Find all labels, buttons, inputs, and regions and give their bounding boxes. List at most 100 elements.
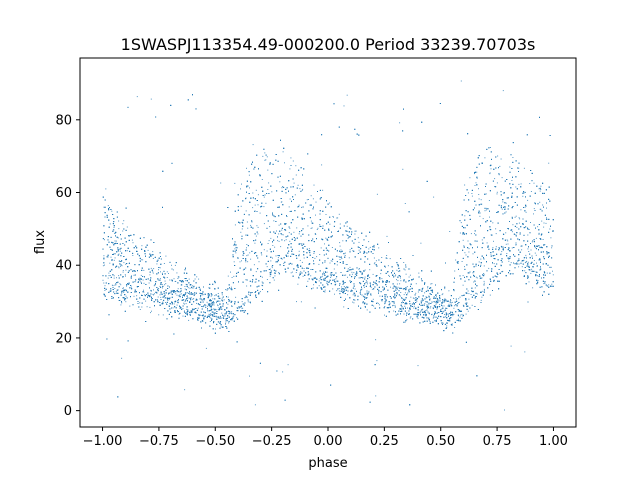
data-point (231, 313, 233, 315)
data-point (519, 218, 521, 220)
data-point (250, 302, 251, 304)
data-point (238, 306, 240, 307)
data-point (172, 290, 173, 292)
data-point (540, 189, 542, 190)
data-point (451, 323, 453, 325)
data-point (153, 289, 154, 291)
data-point (322, 279, 324, 281)
data-point (346, 271, 348, 272)
data-point (474, 173, 475, 175)
data-point (159, 278, 161, 280)
data-point (496, 193, 498, 195)
data-point (403, 294, 405, 296)
data-point (474, 280, 476, 282)
data-point (537, 226, 539, 228)
data-point (523, 259, 525, 261)
data-point (312, 198, 314, 200)
data-point (179, 306, 181, 307)
data-point (501, 208, 503, 210)
data-point (231, 305, 233, 307)
data-point (423, 311, 425, 313)
data-point (368, 248, 370, 250)
data-point (389, 258, 391, 260)
data-point (533, 182, 535, 184)
data-point (512, 157, 514, 158)
data-point (375, 260, 377, 262)
data-point (354, 233, 356, 235)
data-point (217, 305, 219, 307)
data-point (296, 227, 298, 229)
data-point (485, 193, 487, 195)
data-point (347, 294, 349, 296)
data-point (197, 307, 199, 309)
data-point (460, 80, 462, 82)
data-point (333, 268, 335, 270)
data-point (351, 273, 353, 275)
data-point (335, 278, 337, 280)
data-point (450, 300, 452, 301)
data-point (257, 194, 259, 196)
data-point (333, 279, 335, 281)
data-point (429, 298, 431, 300)
data-point (348, 257, 350, 259)
data-point (416, 298, 418, 300)
data-point (218, 307, 220, 309)
data-point (151, 254, 153, 256)
data-point (531, 268, 533, 270)
data-point (198, 278, 200, 280)
data-point (405, 288, 407, 290)
data-point (386, 286, 387, 287)
data-point (552, 274, 554, 276)
data-point (263, 196, 265, 198)
data-point (431, 283, 433, 285)
data-point (433, 297, 435, 299)
data-point (300, 301, 302, 303)
data-point (307, 280, 309, 282)
data-point (387, 265, 389, 267)
data-point (528, 251, 530, 252)
data-point (475, 296, 476, 298)
data-point (493, 263, 495, 265)
data-point (198, 303, 200, 305)
data-point (235, 296, 237, 298)
data-point (506, 239, 508, 241)
data-point (178, 313, 180, 315)
data-point (105, 188, 107, 190)
data-point (494, 178, 496, 180)
data-point (121, 302, 123, 304)
data-point (102, 279, 104, 281)
data-point (213, 301, 214, 302)
data-point (409, 268, 411, 270)
data-point (104, 285, 106, 287)
data-point (429, 313, 430, 315)
data-point (221, 297, 223, 299)
data-point (118, 266, 120, 268)
data-point (151, 298, 153, 300)
data-point (481, 162, 483, 164)
data-point (470, 294, 472, 295)
data-point (288, 206, 290, 208)
data-point (120, 265, 121, 267)
data-point (518, 217, 520, 219)
data-points (102, 80, 554, 411)
data-point (404, 203, 406, 204)
data-point (166, 271, 168, 273)
data-point (473, 281, 475, 283)
data-point (541, 220, 543, 222)
data-point (207, 305, 209, 307)
data-point (176, 272, 178, 274)
data-point (415, 283, 417, 285)
data-point (193, 287, 195, 289)
data-point (114, 284, 116, 286)
data-point (313, 284, 315, 286)
data-point (168, 273, 169, 274)
data-point (533, 260, 535, 261)
data-point (250, 258, 252, 260)
data-point (184, 389, 186, 391)
data-point (213, 308, 215, 310)
data-point (187, 287, 189, 289)
data-point (416, 316, 418, 318)
data-point (400, 292, 402, 293)
data-point (458, 298, 460, 300)
